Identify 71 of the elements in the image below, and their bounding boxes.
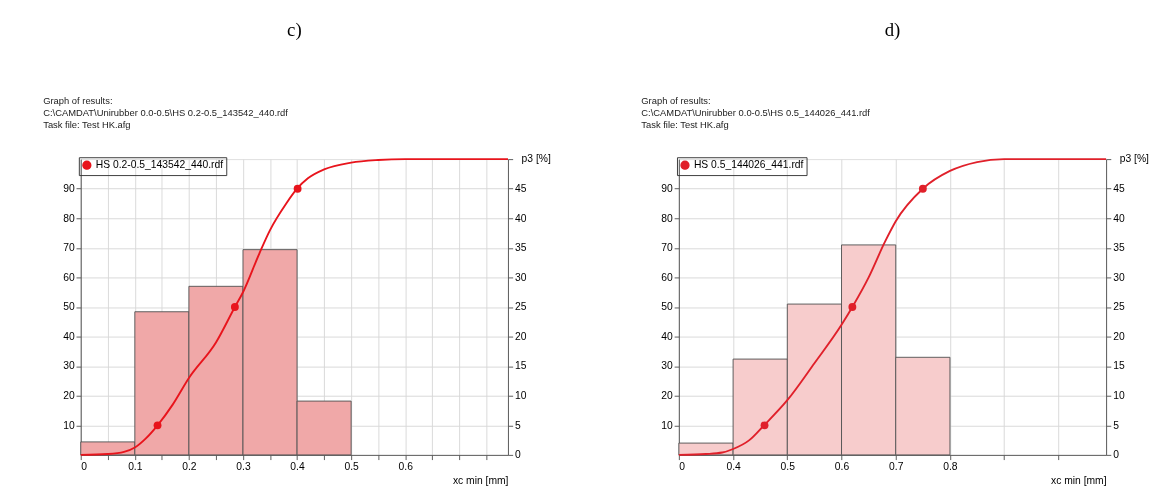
point bbox=[848, 303, 857, 311]
x-tick-label: 0.4 bbox=[290, 461, 305, 473]
y2-tick-label: 15 bbox=[1113, 360, 1125, 372]
y-tick-label: 30 bbox=[661, 360, 674, 372]
x-axis-title: xc min [mm] bbox=[1051, 475, 1107, 487]
point bbox=[918, 184, 927, 193]
point bbox=[153, 421, 162, 430]
y-tick-label: 40 bbox=[63, 330, 75, 342]
y2-axis-title: p3 [%] bbox=[1119, 153, 1150, 165]
chart-title: c) bbox=[287, 19, 302, 42]
y2-tick-label: 45 bbox=[515, 183, 527, 194]
y-tick-label: 50 bbox=[661, 301, 674, 313]
y-tick-label: 90 bbox=[63, 183, 75, 194]
x-tick-label: 0.8 bbox=[943, 461, 958, 473]
y-tick-label: 10 bbox=[661, 419, 674, 431]
y2-tick-label: 20 bbox=[1113, 330, 1125, 342]
y2-tick-label: 5 bbox=[515, 419, 522, 431]
y-tick-label: 70 bbox=[661, 242, 674, 254]
y-tick-label: 80 bbox=[63, 212, 75, 224]
text: Task file: Test HK.afg bbox=[43, 120, 131, 131]
text: C:\CAMDAT\Unirubber 0.0-0.5\HS 0.2-0.5_143542_440.rdf bbox=[43, 107, 289, 118]
y2-tick-label: 25 bbox=[515, 301, 527, 313]
y-tick-label: 20 bbox=[661, 390, 674, 402]
x-tick-label: 0 bbox=[679, 461, 686, 473]
y2-tick-label: 25 bbox=[1113, 301, 1125, 313]
y2-tick-label: 40 bbox=[1113, 212, 1125, 224]
y-tick-label: 40 bbox=[661, 330, 674, 342]
y2-tick-label: 10 bbox=[1113, 390, 1125, 402]
x-tick-label: 0.6 bbox=[398, 461, 414, 473]
y2-tick-label: 0 bbox=[1113, 449, 1120, 461]
text: Task file: Test HK.afg bbox=[641, 120, 729, 131]
y2-tick-label: 30 bbox=[1113, 271, 1125, 283]
text: Graph of results: bbox=[43, 95, 113, 106]
y-tick-label: 10 bbox=[63, 419, 75, 431]
x-tick-label: 0 bbox=[81, 461, 88, 473]
y2-tick-label: 35 bbox=[1113, 242, 1125, 254]
text: C:\CAMDAT\Unirubber 0.0-0.5\HS 0.5_144026_441.rdf bbox=[641, 107, 871, 118]
point bbox=[293, 184, 302, 193]
y2-tick-label: 40 bbox=[515, 212, 527, 224]
y2-tick-label: 35 bbox=[515, 242, 527, 254]
y-tick-label: 90 bbox=[661, 183, 674, 194]
x-tick-label: 0.2 bbox=[182, 461, 197, 473]
x-tick-label: 0.7 bbox=[889, 461, 904, 473]
y-tick-label: 70 bbox=[63, 242, 75, 254]
y2-axis-title: p3 [%] bbox=[521, 153, 551, 165]
y2-tick-label: 45 bbox=[1113, 183, 1125, 194]
x-tick-label: 0.4 bbox=[726, 461, 741, 473]
point bbox=[760, 421, 769, 430]
x-tick-label: 0.3 bbox=[236, 461, 251, 473]
y2-tick-label: 20 bbox=[515, 330, 527, 342]
y-tick-label: 30 bbox=[63, 360, 75, 372]
y-tick-label: 60 bbox=[661, 271, 674, 283]
legend-label: HS 0.2-0.5_143542_440.rdf bbox=[95, 159, 224, 171]
x-tick-label: 0.5 bbox=[780, 461, 796, 473]
y2-tick-label: 5 bbox=[1113, 419, 1120, 431]
y-tick-label: 20 bbox=[63, 390, 75, 402]
legend-label: HS 0.5_144026_441.rdf bbox=[693, 159, 804, 171]
y2-tick-label: 0 bbox=[515, 449, 522, 461]
y-tick-label: 80 bbox=[661, 212, 674, 224]
x-tick-label: 0.5 bbox=[344, 461, 360, 473]
chart-title: d) bbox=[884, 19, 901, 42]
y2-tick-label: 15 bbox=[515, 360, 527, 372]
y-tick-label: 50 bbox=[63, 301, 75, 313]
point bbox=[230, 303, 239, 311]
y2-tick-label: 10 bbox=[515, 390, 527, 402]
x-tick-label: 0.1 bbox=[128, 461, 143, 473]
text: Graph of results: bbox=[641, 95, 711, 106]
x-tick-label: 0.6 bbox=[834, 461, 850, 473]
y2-tick-label: 30 bbox=[515, 271, 527, 283]
x-axis-title: xc min [mm] bbox=[452, 475, 509, 487]
y-tick-label: 60 bbox=[63, 271, 75, 283]
